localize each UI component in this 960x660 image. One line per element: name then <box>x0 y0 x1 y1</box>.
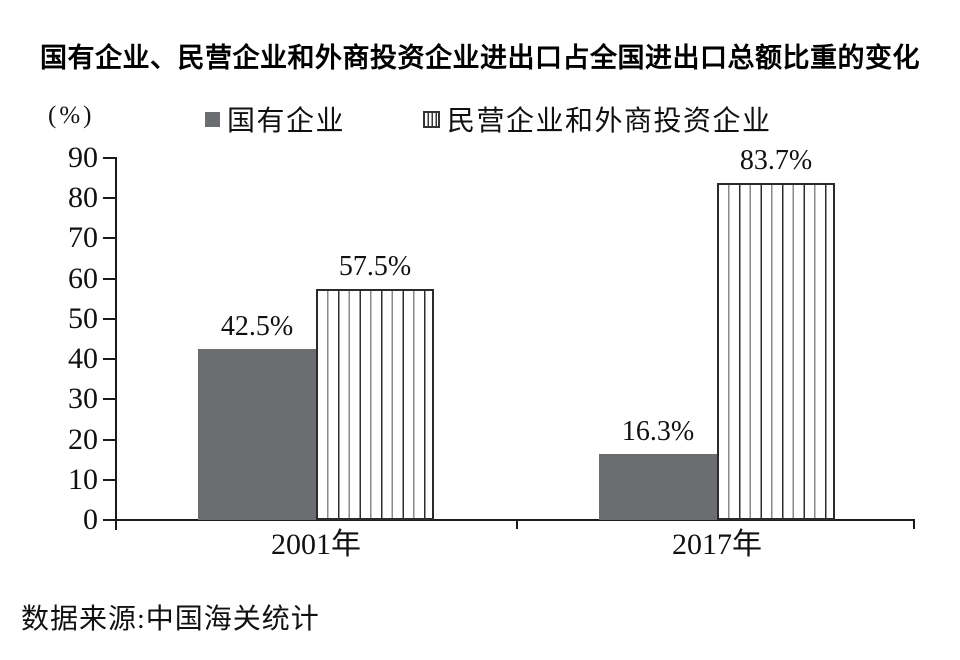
vertical-stripes-swatch-icon <box>423 110 440 128</box>
source-note: 数据来源:中国海关统计 <box>21 604 320 635</box>
y-tick <box>103 398 115 400</box>
y-tick-label: 30 <box>68 382 98 415</box>
y-tick <box>103 278 115 280</box>
bar-solid-2001年 <box>198 349 316 520</box>
y-tick-label: 70 <box>68 221 98 254</box>
y-tick <box>103 197 115 199</box>
y-tick-label: 40 <box>68 342 98 375</box>
x-tick <box>516 520 518 529</box>
bar-value-label: 83.7% <box>739 145 813 176</box>
legend-item-state-owned: 国有企业 <box>205 103 345 137</box>
bar-value-label: 57.5% <box>338 251 412 282</box>
y-tick-label: 80 <box>68 181 98 214</box>
y-tick-label: 0 <box>83 503 98 536</box>
bar-value-label: 16.3% <box>621 416 695 447</box>
x-axis-category-label: 2017年 <box>672 528 762 561</box>
y-axis-unit-label: (%) <box>48 102 95 129</box>
legend-label: 国有企业 <box>227 106 346 137</box>
legend-item-private-foreign: 民营企业和外商投资企业 <box>423 103 772 137</box>
y-tick <box>103 358 115 360</box>
y-tick-label: 20 <box>68 423 98 456</box>
y-tick-label: 90 <box>68 141 98 174</box>
x-axis <box>115 519 915 521</box>
chart-title: 国有企业、民营企业和外商投资企业进出口占全国进出口总额比重的变化 <box>40 43 920 73</box>
bar-value-label: 42.5% <box>220 311 294 342</box>
y-tick <box>103 519 115 521</box>
y-tick <box>103 157 115 159</box>
y-axis <box>115 157 117 530</box>
y-tick-label: 60 <box>68 262 98 295</box>
bar-striped-2017年 <box>717 183 835 520</box>
y-tick <box>103 439 115 441</box>
y-tick <box>103 318 115 320</box>
y-tick-label: 10 <box>68 463 98 496</box>
solid-gray-swatch-icon <box>205 111 220 127</box>
bar-solid-2017年 <box>599 454 717 520</box>
x-axis-category-label: 2001年 <box>271 528 361 561</box>
x-tick <box>913 520 915 529</box>
y-tick-label: 50 <box>68 302 98 335</box>
legend-label: 民营企业和外商投资企业 <box>447 106 772 137</box>
y-tick <box>103 479 115 481</box>
y-tick <box>103 237 115 239</box>
bar-striped-2001年 <box>316 289 434 520</box>
